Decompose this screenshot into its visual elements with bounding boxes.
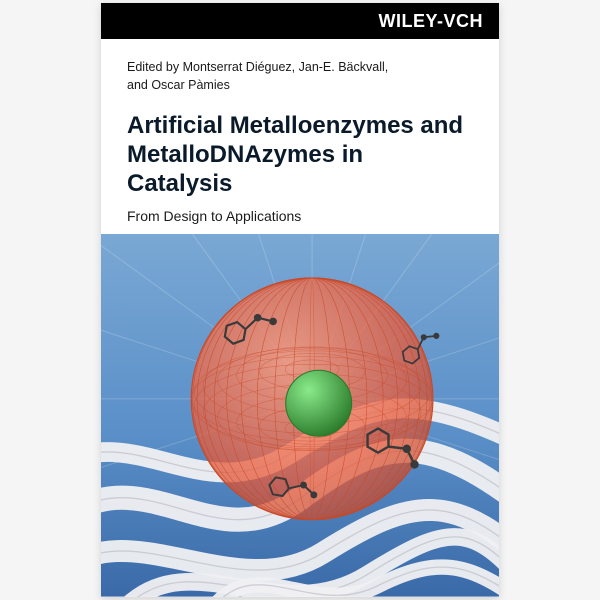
book-cover: WILEY-VCH Edited by Montserrat Diéguez, … — [101, 3, 499, 597]
cover-art — [101, 234, 499, 597]
editors-line-2: and Oscar Pàmies — [127, 78, 230, 92]
editors-line-1: Edited by Montserrat Diéguez, Jan-E. Bäc… — [127, 60, 388, 74]
editors: Edited by Montserrat Diéguez, Jan-E. Bäc… — [127, 59, 473, 94]
book-title: Artificial Metalloenzymes and MetalloDNA… — [127, 112, 473, 198]
book-subtitle: From Design to Applications — [127, 208, 473, 224]
publisher-label: WILEY-VCH — [378, 11, 483, 32]
text-block: Edited by Montserrat Diéguez, Jan-E. Bäc… — [101, 39, 499, 234]
publisher-bar: WILEY-VCH — [101, 3, 499, 39]
